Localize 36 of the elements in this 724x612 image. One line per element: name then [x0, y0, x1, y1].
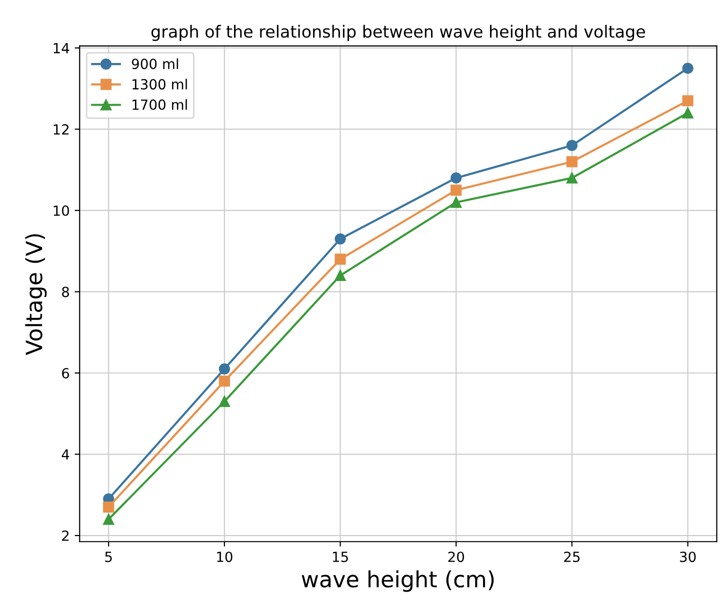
point: [218, 376, 230, 387]
y-axis-title: Voltage (V): [25, 234, 47, 356]
point: [450, 196, 462, 208]
point: [450, 172, 462, 184]
x-tick-label: 5: [105, 552, 112, 562]
point: [103, 514, 114, 525]
point: [103, 502, 114, 513]
point: [334, 270, 346, 282]
point: [682, 95, 694, 106]
x-axis-title: wave height (cm): [302, 570, 494, 592]
point: [566, 172, 578, 184]
x-tick-label: 15: [332, 552, 348, 562]
point: [334, 233, 346, 244]
point: [682, 62, 694, 74]
y-tick-label: 2: [62, 530, 69, 541]
y-tick-label: 6: [62, 368, 70, 378]
y-tick-label: 8: [62, 286, 69, 298]
point: [566, 140, 578, 152]
y-tick-label: 12: [54, 124, 69, 134]
chart-title: graph of the relationship between wave height and voltage: [151, 24, 645, 42]
x-tick-label: 30: [680, 552, 696, 562]
y-tick-label: 4: [62, 449, 70, 460]
point: [682, 107, 694, 118]
y-tick-label: 10: [54, 205, 69, 216]
point: [566, 156, 578, 168]
point: [218, 363, 230, 374]
legend-label: 900 ml: [132, 58, 178, 70]
legend-label: 1700 ml: [132, 99, 187, 110]
legend-label: 1300 ml: [132, 78, 187, 90]
point: [218, 396, 230, 407]
point: [334, 254, 346, 265]
x-tick-label: 10: [217, 552, 232, 562]
x-tick-label: 25: [564, 552, 580, 562]
x-tick-label: 20: [448, 552, 464, 562]
point: [450, 184, 462, 196]
y-tick-label: 14: [54, 43, 70, 54]
